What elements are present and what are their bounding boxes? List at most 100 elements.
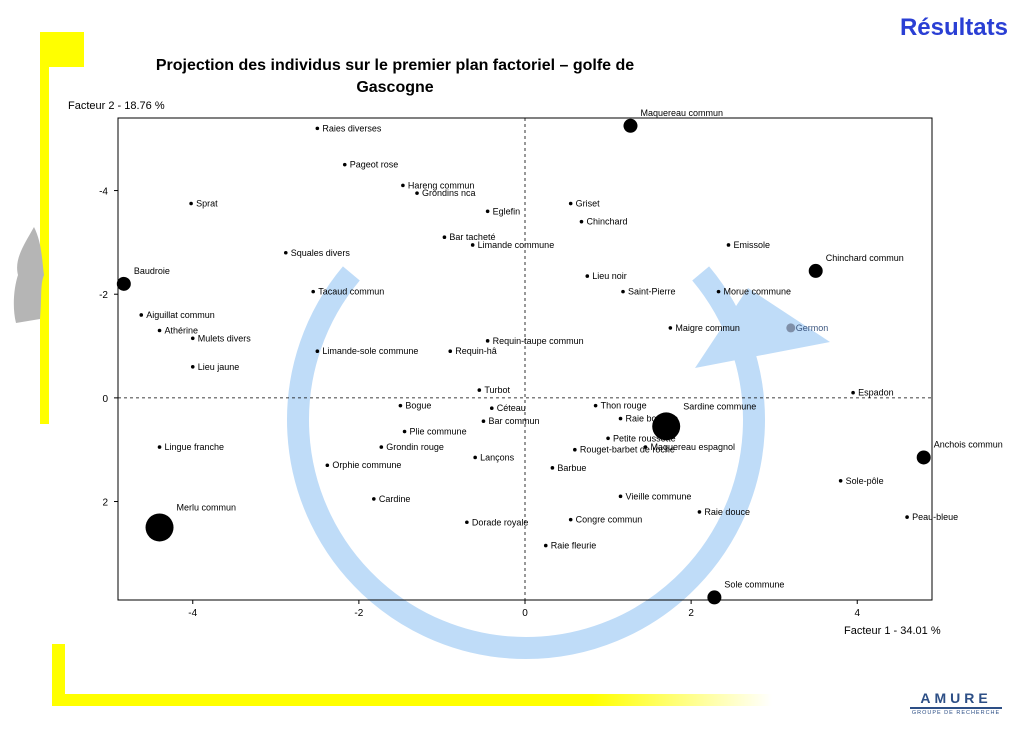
point-label: Anchois commun (934, 439, 1003, 449)
data-point: Raie bouclée (618, 414, 679, 424)
point-marker (851, 390, 855, 395)
point-label: Maquereau commun (640, 108, 723, 118)
point-marker (189, 201, 193, 206)
data-point: Lingue franche (157, 442, 224, 452)
x-axis-label: Facteur 1 - 34.01 % (844, 625, 941, 637)
point-marker (621, 289, 625, 294)
point-marker (402, 429, 407, 434)
x-tick-label: 4 (854, 608, 860, 619)
point-marker (372, 497, 376, 501)
data-point: Turbot (477, 385, 510, 395)
x-tick-label: -2 (354, 608, 363, 619)
point-marker (568, 201, 573, 206)
data-point: Sole commune (707, 579, 784, 605)
x-tick-label: 0 (522, 608, 528, 619)
data-point: Petite roussette (606, 433, 676, 443)
point-marker (481, 419, 486, 423)
data-point: Grondin rouge (379, 442, 444, 452)
point-label: Bar tacheté (449, 232, 495, 242)
point-marker (311, 289, 315, 294)
point-label: Emissole (734, 240, 771, 250)
point-label: Congre commun (576, 515, 643, 525)
point-label: Plie commune (410, 427, 467, 437)
point-marker (543, 543, 548, 548)
point-label: Lieu jaune (198, 362, 240, 372)
point-label: Thon rouge (601, 401, 647, 411)
point-label: Raie douce (704, 507, 750, 517)
data-point: Cardine (372, 494, 410, 504)
point-label: Athérine (165, 325, 199, 335)
point-marker (157, 328, 162, 333)
point-marker (139, 313, 144, 317)
point-marker (485, 209, 490, 214)
point-label: Bar commun (488, 416, 539, 426)
point-label: Squales divers (291, 248, 351, 258)
data-point: Maquereau commun (623, 108, 723, 133)
point-marker (652, 412, 681, 441)
point-label: Sole-pôle (846, 476, 884, 486)
data-point: Limande-sole commune (315, 346, 418, 356)
yellow-frame-bottom (52, 694, 772, 706)
point-marker (145, 513, 174, 542)
data-point: Thon rouge (593, 401, 647, 411)
fish-silhouette-icon (13, 227, 44, 323)
yellow-frame-left-lower (52, 644, 65, 706)
point-label: Cardine (379, 494, 411, 504)
logo-rule (910, 707, 1002, 709)
data-point: Dorade royale (465, 517, 528, 527)
chart-title: Projection des individus sur le premier … (155, 57, 635, 96)
point-label: Raie bouclée (626, 414, 679, 424)
point-marker (473, 455, 477, 460)
point-label: Sprat (196, 199, 218, 209)
point-marker (905, 515, 909, 519)
point-label: Eglefin (493, 206, 521, 216)
point-marker (401, 183, 405, 188)
data-point: Lieu jaune (190, 362, 240, 372)
point-marker (726, 243, 731, 247)
point-label: Sole commune (724, 579, 784, 589)
point-label: Vieille commune (626, 491, 692, 501)
point-label: Céteau (497, 403, 526, 413)
point-marker (470, 243, 475, 247)
data-point: Raie douce (697, 507, 750, 517)
point-label: Tacaud commun (318, 287, 384, 297)
point-marker (190, 364, 195, 369)
data-point: Anchois commun (916, 439, 1003, 465)
data-point: Espadon (851, 388, 894, 398)
point-marker (573, 447, 577, 452)
data-point: Chinchard (579, 217, 628, 227)
point-marker (448, 349, 453, 354)
data-point: Sole-pôle (838, 476, 884, 486)
point-marker (465, 520, 469, 525)
data-point: Céteau (489, 403, 526, 413)
point-marker (550, 466, 555, 470)
point-label: Requin-taupe commun (493, 336, 584, 346)
data-point: Rouget-barbet de roche (573, 445, 675, 455)
point-label: Mulets divers (198, 333, 252, 343)
y-axis-label: Facteur 2 - 18.76 % (68, 100, 165, 112)
data-point: Eglefin (485, 206, 521, 216)
data-point: Bar tacheté (442, 232, 495, 242)
y-tick-label: -2 (99, 290, 108, 301)
point-marker (315, 349, 320, 354)
point-marker (415, 191, 419, 195)
data-point: Lieu noir (585, 271, 627, 281)
point-marker (342, 162, 347, 167)
data-point: Pageot rose (342, 160, 398, 170)
data-point: Limande commune (470, 240, 554, 250)
data-point: Requin-hâ (448, 346, 497, 356)
data-point: Barbue (550, 463, 586, 473)
arrow-head (695, 288, 830, 368)
point-marker (489, 406, 494, 411)
data-point: Plie commune (402, 427, 467, 437)
data-point: Merlu commun (145, 502, 237, 542)
x-axis-ticks: -4 -2 0 2 4 (188, 600, 860, 619)
data-point: Squales divers (283, 248, 351, 258)
point-marker (606, 436, 610, 441)
point-label: Merlu commun (177, 502, 237, 512)
data-point: Raie fleurie (543, 541, 596, 551)
point-label: Germon (796, 323, 829, 333)
logo-wordmark: AMURE (920, 690, 992, 706)
point-label: Raies diverses (322, 123, 382, 133)
